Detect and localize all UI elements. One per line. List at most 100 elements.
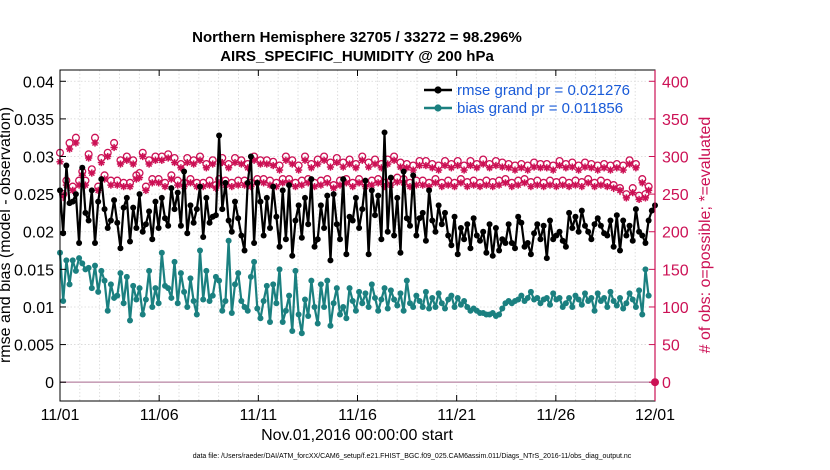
- rmse-point: [311, 243, 318, 250]
- obs-evaluated-point: [167, 175, 175, 183]
- y-right-tick-label: 200: [662, 225, 689, 242]
- bias-point: [123, 273, 130, 280]
- obs-evaluated-point: [231, 158, 239, 167]
- legend-rmse-label: rmse grand pr = 0.021276: [457, 82, 630, 99]
- obs-evaluated-stroke: [435, 166, 442, 174]
- rmse-point: [165, 222, 172, 229]
- obs-evaluated-stroke: [333, 159, 340, 166]
- y-right-tick-label: 150: [662, 262, 689, 279]
- obs-evaluated-stroke: [422, 162, 429, 169]
- obs-evaluated-point: [460, 166, 468, 174]
- obs-evaluated-stroke: [187, 179, 194, 186]
- obs-evaluated-stroke: [375, 179, 382, 186]
- rmse-point: [267, 224, 273, 231]
- obs-evaluated-stroke: [314, 160, 321, 168]
- obs-evaluated-point: [559, 181, 567, 189]
- obs-evaluated-stroke: [470, 182, 477, 189]
- y-right-tick-label: 300: [662, 150, 689, 167]
- rmse-point: [333, 221, 340, 228]
- obs-evaluated-point: [256, 160, 265, 168]
- obs-evaluated-point: [415, 161, 424, 170]
- obs-evaluated-stroke: [168, 176, 175, 183]
- obs-evaluated-point: [158, 156, 166, 164]
- rmse-point: [429, 217, 436, 224]
- rmse-point: [477, 237, 483, 244]
- obs-evaluated-stroke: [419, 182, 426, 189]
- rmse-point: [292, 217, 299, 224]
- rmse-point: [505, 221, 512, 228]
- bias-point: [426, 305, 433, 312]
- rmse-point: [181, 168, 188, 175]
- obs-evaluated-point: [479, 160, 487, 168]
- bias-point: [104, 307, 111, 314]
- rmse-point: [136, 191, 143, 198]
- obs-evaluated-stroke: [276, 166, 283, 174]
- obs-evaluated-point: [543, 164, 551, 172]
- bias-point: [454, 294, 461, 301]
- rmse-point: [572, 213, 579, 220]
- obs-evaluated-stroke: [445, 182, 452, 189]
- obs-evaluated-stroke: [225, 164, 232, 171]
- obs-evaluated-stroke: [352, 164, 359, 171]
- obs-evaluated-point: [540, 183, 548, 191]
- bias-point: [524, 294, 531, 301]
- obs-evaluated-point: [495, 181, 503, 189]
- obs-evaluated-stroke: [130, 160, 137, 168]
- obs-evaluated-stroke: [327, 163, 334, 171]
- obs-evaluated-point: [438, 183, 446, 191]
- obs-evaluated-point: [555, 161, 564, 170]
- bias-point: [594, 290, 601, 297]
- rmse-point: [327, 257, 334, 264]
- obs-evaluated-stroke: [301, 157, 309, 164]
- obs-evaluated-point: [632, 164, 640, 172]
- obs-evaluated-stroke: [394, 179, 401, 186]
- bias-point: [279, 319, 286, 326]
- bias-point: [298, 330, 305, 337]
- rmse-point: [298, 234, 305, 241]
- obs-evaluated-stroke: [397, 163, 404, 171]
- rmse-point: [569, 224, 576, 231]
- rmse-point: [254, 179, 261, 186]
- obs-evaluated-stroke: [308, 164, 315, 171]
- rmse-point: [365, 251, 372, 258]
- chart-title: Northern Hemisphere 32705 / 33272 = 98.2…: [192, 29, 522, 46]
- obs-evaluated-stroke: [91, 139, 99, 147]
- obs-evaluated-stroke: [569, 163, 576, 171]
- obs-evaluated-stroke: [620, 166, 627, 174]
- obs-evaluated-point: [365, 163, 373, 171]
- obs-evaluated-point: [476, 183, 484, 191]
- rmse-point: [448, 242, 455, 249]
- obs-evaluated-point: [374, 179, 382, 187]
- rmse-point: [356, 224, 363, 231]
- bias-point: [60, 297, 67, 304]
- obs-evaluated-point: [485, 164, 494, 172]
- y-left-tick-label: 0.035: [14, 112, 54, 129]
- bias-point: [117, 270, 124, 277]
- data-file-footer: data file: /Users/raeder/DAI/ATM_forcXX/…: [193, 453, 632, 460]
- bias-point: [197, 247, 203, 254]
- rmse-point: [473, 232, 480, 239]
- bias-point: [305, 312, 312, 319]
- bias-point: [496, 311, 503, 318]
- rmse-point: [120, 204, 127, 211]
- y-axis-left-label: rmse and bias (model - observation): [0, 107, 14, 363]
- obs-evaluated-stroke: [321, 157, 328, 164]
- obs-evaluated-point: [619, 166, 627, 174]
- rmse-point: [486, 221, 493, 228]
- obs-evaluated-point: [120, 183, 128, 191]
- bias-point: [107, 281, 114, 288]
- obs-evaluated-point: [546, 181, 554, 189]
- bias-point: [203, 267, 210, 274]
- obs-evaluated-stroke: [177, 164, 184, 171]
- rmse-point: [133, 224, 140, 231]
- obs-evaluated-point: [508, 183, 516, 191]
- bias-point: [273, 300, 280, 307]
- obs-evaluated-point: [505, 164, 513, 172]
- rmse-point: [263, 194, 270, 201]
- obs-evaluated-point: [625, 160, 634, 168]
- obs-evaluated-point: [339, 163, 347, 171]
- bias-point: [343, 315, 350, 322]
- obs-evaluated-point: [565, 183, 573, 191]
- rmse-point: [197, 183, 203, 190]
- rmse-point: [419, 209, 426, 216]
